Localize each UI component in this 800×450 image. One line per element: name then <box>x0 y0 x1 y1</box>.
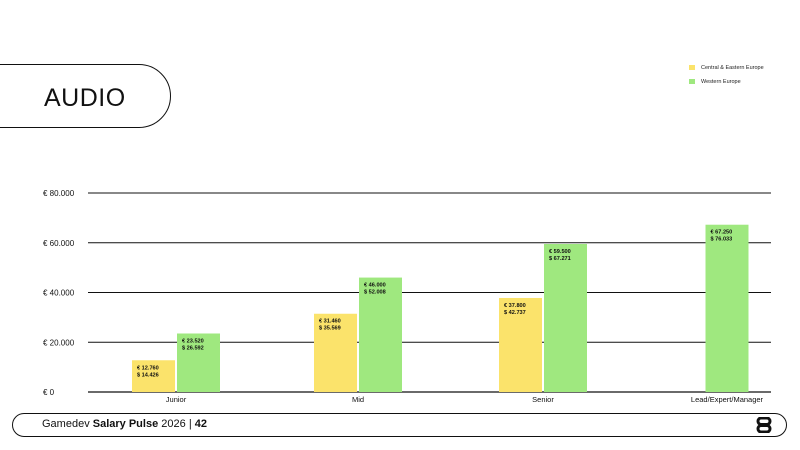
data-label-cee-0-0: € 12.760 <box>137 365 159 371</box>
y-tick-label-2: € 40.000 <box>43 289 75 298</box>
page-title: AUDIO <box>44 84 126 112</box>
x-tick-label-2: Senior <box>532 395 554 404</box>
bar-we-0 <box>177 333 220 392</box>
footer-page-number: 42 <box>194 418 207 430</box>
legend-item-cee: Central & Eastern Europe <box>689 63 764 72</box>
bar-cee-2 <box>499 297 542 392</box>
y-tick-label-4: € 0 <box>43 388 55 397</box>
legend-label-we: Western Europe <box>701 78 741 85</box>
chart-legend: Central & Eastern Europe Western Europe <box>689 63 764 91</box>
footer-year: 2026 <box>161 418 186 430</box>
data-label-we-0-0: € 23.520 <box>182 338 204 344</box>
data-label-cee-1-1: $ 35.569 <box>319 326 341 332</box>
footer-separator: | <box>188 418 192 430</box>
legend-label-cee: Central & Eastern Europe <box>701 64 764 71</box>
legend-item-we: Western Europe <box>689 77 764 86</box>
data-label-we-0-1: $ 26.592 <box>182 345 204 351</box>
data-label-cee-2-1: $ 42.737 <box>504 310 526 316</box>
bar-cee-1 <box>314 313 357 392</box>
data-label-cee-2-0: € 37.800 <box>504 303 526 309</box>
x-tick-label-1: Mid <box>352 395 364 404</box>
footer-prefix: Gamedev <box>42 418 90 430</box>
data-label-we-3-0: € 67.250 <box>711 230 733 236</box>
bar-we-1 <box>359 277 402 392</box>
title-pill <box>0 64 171 128</box>
legend-swatch-we <box>689 79 695 84</box>
data-label-we-2-1: $ 67.271 <box>549 256 571 262</box>
legend-swatch-cee <box>689 65 695 70</box>
data-label-we-2-0: € 59.500 <box>549 249 571 255</box>
salary-bar-chart: € 80.000 € 60.000 € 40.000 € 20.000 € 0 € 12.… <box>43 189 771 404</box>
y-tick-label-0: € 80.000 <box>43 189 75 198</box>
x-tick-label-3: Lead/Expert/Manager <box>691 395 764 404</box>
data-label-we-3-1: $ 76.033 <box>711 237 733 243</box>
x-tick-label-0: Junior <box>166 395 187 404</box>
footer-bar <box>12 413 787 437</box>
bar-we-3 <box>705 224 749 392</box>
footer-report-name: Salary Pulse <box>92 418 159 430</box>
y-tick-label-1: € 60.000 <box>43 239 75 248</box>
bar-we-2 <box>544 243 587 392</box>
data-label-cee-1-0: € 31.460 <box>319 319 341 325</box>
data-label-we-1-1: $ 52.008 <box>364 290 386 296</box>
footer-text: Gamedev Salary Pulse 2026 | 42 <box>42 418 207 430</box>
data-label-cee-0-1: $ 14.426 <box>137 372 159 378</box>
studio-logo-8-icon <box>756 417 772 433</box>
bar-cee-0 <box>132 360 175 392</box>
data-label-we-1-0: € 46.000 <box>364 283 386 289</box>
y-tick-label-3: € 20.000 <box>43 338 75 347</box>
